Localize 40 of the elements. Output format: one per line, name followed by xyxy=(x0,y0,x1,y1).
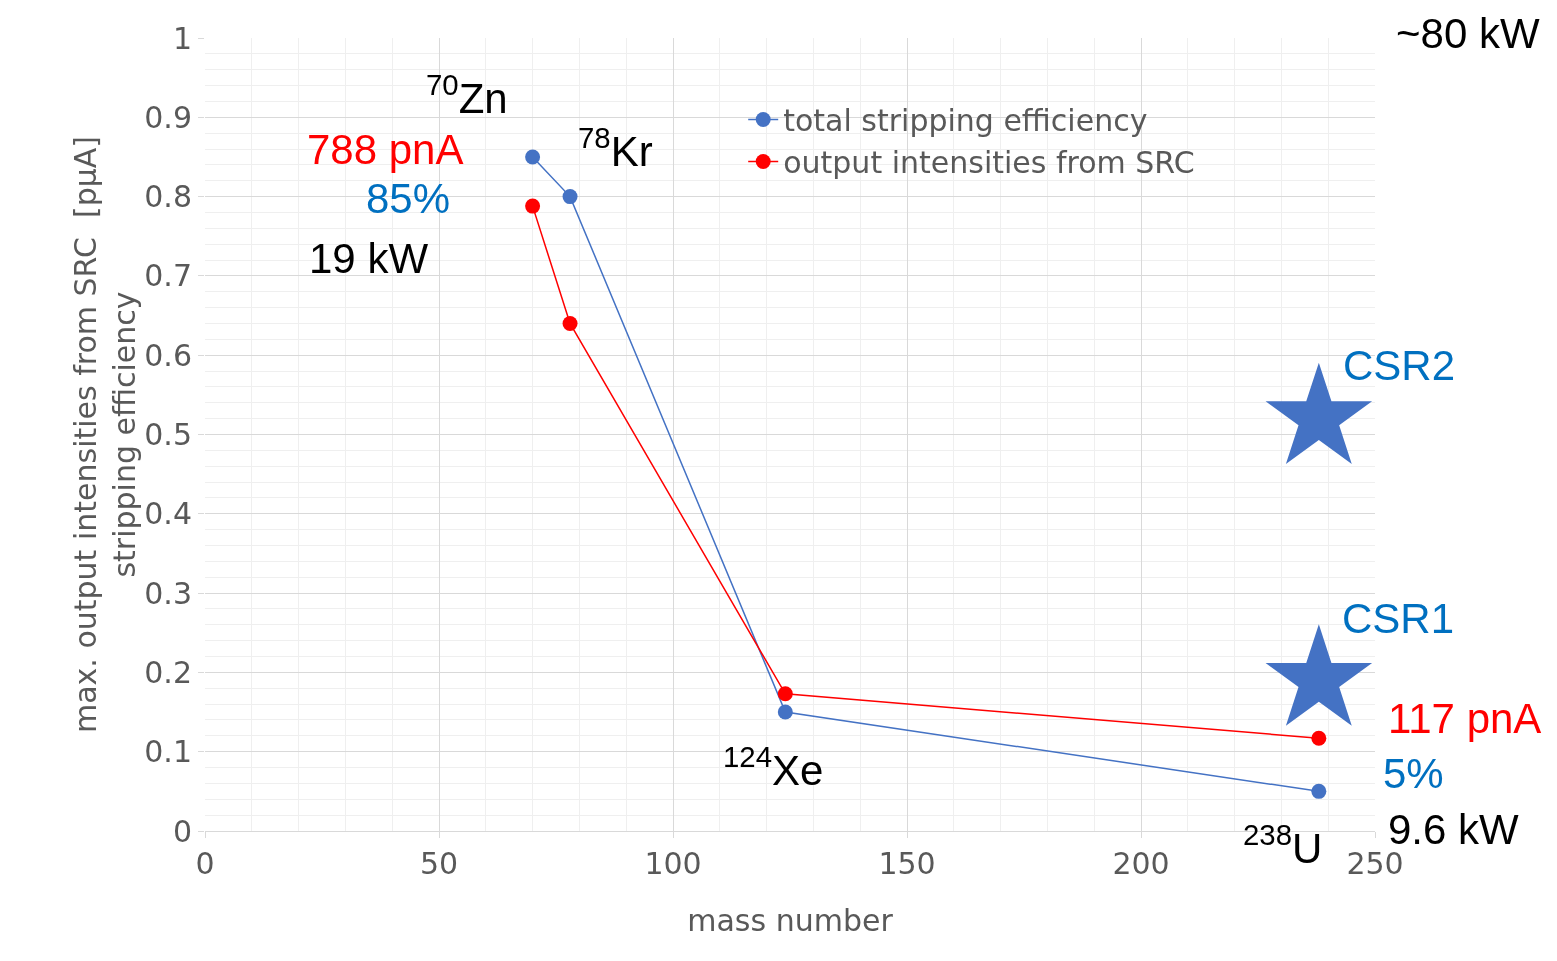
data-label: CSR2 xyxy=(1343,342,1456,389)
data-label: CSR1 xyxy=(1342,595,1455,642)
point xyxy=(562,189,578,205)
y-tick-label: 0.6 xyxy=(144,337,192,373)
data-label: 5% xyxy=(1383,750,1444,797)
point xyxy=(777,686,793,702)
annotation: $^{70}$Zn xyxy=(426,68,508,122)
text: ~80 kW xyxy=(1396,10,1540,57)
point xyxy=(525,149,541,165)
y-tick-label: 0.1 xyxy=(144,734,192,770)
annotation: 19 kW xyxy=(309,235,429,282)
annotation: 788 pnA xyxy=(307,126,464,173)
y-tick-label: 1 xyxy=(172,20,192,56)
y-tick-label: 0.5 xyxy=(144,417,192,452)
y-tick-label: 0.2 xyxy=(144,654,192,690)
y-tick-label: 0.7 xyxy=(144,258,192,294)
y-tick-label: 0.3 xyxy=(144,575,192,611)
annotation: $^{124}$Xe xyxy=(723,740,824,794)
x-tick-label: 100 xyxy=(644,846,702,881)
y-axis-title: max. output intensities from SRC [pμA] stripping efficiency xyxy=(68,135,143,734)
annotation: $^{238}$U xyxy=(1243,818,1323,872)
legend-label: total stripping efficiency xyxy=(783,103,1148,139)
point xyxy=(777,704,793,720)
point xyxy=(1311,783,1327,799)
annotation: $^{78}$Kr xyxy=(578,121,653,175)
point xyxy=(1311,730,1327,746)
legend-label: output intensities from SRC xyxy=(783,145,1195,181)
x-tick-label: 50 xyxy=(419,846,459,881)
y-tick-label: 0 xyxy=(172,813,192,849)
point xyxy=(525,198,541,214)
y-tick-label: 0.8 xyxy=(144,179,192,215)
annotation: 117 pnA xyxy=(1388,695,1542,742)
y-tick-label: 0.9 xyxy=(144,99,192,135)
x-tick-label: 0 xyxy=(195,846,215,881)
data-label: 85% xyxy=(366,175,451,222)
x-tick-label: 200 xyxy=(1112,846,1170,881)
point xyxy=(562,315,578,331)
x-axis-title: mass number xyxy=(687,903,894,938)
y-tick-label: 0.4 xyxy=(144,496,192,532)
x-tick-label: 150 xyxy=(878,846,936,881)
